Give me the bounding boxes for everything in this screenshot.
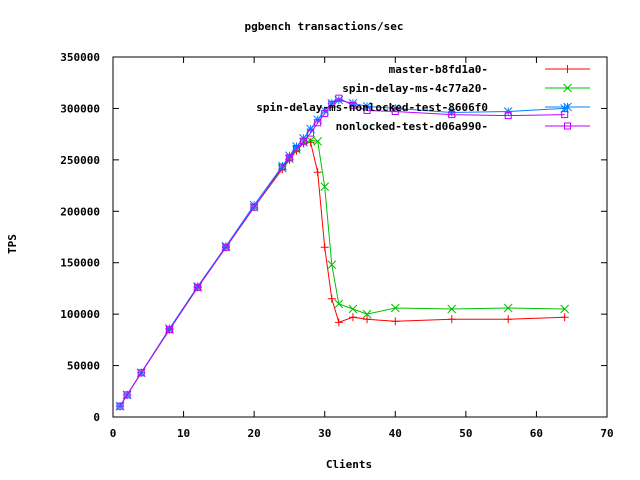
x-axis-label: Clients <box>326 458 372 471</box>
data-point-cross <box>362 309 372 319</box>
data-point-star <box>327 98 337 108</box>
axes: 0 10 20 30 40 50 60 70 0 50000 100000 150000 200000 2… <box>60 51 613 440</box>
legend: master-b8fd1a0- spin-delay-ms-4c77a20- spi… <box>256 63 590 133</box>
data-point-square <box>292 145 300 153</box>
data-point-plus <box>391 317 400 326</box>
data-point-plus <box>320 243 329 252</box>
data-point-plus <box>504 315 513 324</box>
data-point-cross <box>348 304 358 314</box>
data-point-star <box>306 124 315 134</box>
data-point-square <box>250 203 258 211</box>
data-point-star <box>503 107 513 116</box>
data-point-star <box>285 151 294 161</box>
y-tick-label: 100000 <box>60 308 100 321</box>
data-point-cross <box>447 304 457 314</box>
data-point-cross <box>503 303 513 313</box>
y-axis-label: TPS <box>6 234 19 254</box>
series-line <box>119 99 565 407</box>
series-4 <box>116 94 569 410</box>
x-tick-label: 30 <box>318 427 331 440</box>
data-point-star <box>348 98 358 108</box>
x-tick-label: 0 <box>110 427 117 440</box>
data-point-square <box>123 391 131 399</box>
data-point-square <box>328 100 336 108</box>
y-tick-label: 200000 <box>60 205 100 218</box>
data-point-plus <box>563 65 572 73</box>
data-point-plus <box>313 168 322 177</box>
data-point-plus <box>327 294 336 303</box>
data-point-square <box>335 94 343 102</box>
data-point-cross <box>313 136 323 146</box>
data-point-square <box>363 106 371 114</box>
data-point-star <box>447 108 457 117</box>
legend-label: nonlocked-test-d06a990- <box>336 120 488 133</box>
data-point-square <box>307 129 315 137</box>
data-point-star <box>249 200 259 210</box>
data-point-cross <box>390 303 400 313</box>
data-point-star <box>292 142 301 151</box>
data-point-star <box>278 161 287 171</box>
data-point-plus <box>560 313 569 322</box>
y-tick-label: 300000 <box>60 102 100 115</box>
data-point-plus <box>363 315 372 324</box>
data-point-square <box>278 163 286 171</box>
data-point-star <box>560 104 570 113</box>
data-point-star <box>193 282 203 291</box>
data-point-cross <box>563 83 572 93</box>
data-point-square <box>448 111 456 119</box>
series-line <box>119 97 565 407</box>
data-point-square <box>285 154 293 162</box>
data-point-square <box>137 369 145 377</box>
y-tick-label: 350000 <box>60 51 100 64</box>
data-point-cross <box>560 304 570 314</box>
y-tick-label: 150000 <box>60 257 100 270</box>
data-point-star <box>362 102 372 111</box>
data-point-star <box>563 102 572 112</box>
data-point-plus <box>334 318 343 327</box>
data-point-square <box>561 111 569 119</box>
x-tick-label: 20 <box>248 427 261 440</box>
data-point-square <box>321 110 329 118</box>
data-point-star <box>115 401 125 411</box>
data-point-square <box>194 283 202 291</box>
y-tick-label: 250000 <box>60 154 100 167</box>
data-point-square <box>116 402 124 410</box>
series-3 <box>115 95 570 411</box>
series-layer <box>115 94 570 411</box>
data-point-square <box>314 119 322 127</box>
data-point-square <box>349 101 357 109</box>
x-tick-label: 70 <box>600 427 613 440</box>
data-point-star <box>165 324 174 333</box>
data-point-square <box>391 108 399 116</box>
data-point-plus <box>348 313 357 322</box>
x-tick-label: 50 <box>459 427 472 440</box>
data-point-cross <box>327 260 337 270</box>
data-point-cross <box>334 299 344 309</box>
chart-title: pgbench transactions/sec <box>245 20 404 33</box>
data-point-square <box>222 243 230 251</box>
data-point-star <box>334 95 344 105</box>
y-tick-label: 0 <box>93 411 100 424</box>
data-point-star <box>221 241 231 251</box>
legend-label: master-b8fd1a0- <box>389 63 488 76</box>
data-point-cross <box>320 182 330 191</box>
legend-label: spin-delay-ms-nonlocked-test-8606f0 <box>256 101 488 114</box>
data-point-square <box>504 112 512 120</box>
data-point-square <box>300 137 308 145</box>
x-tick-label: 10 <box>177 427 190 440</box>
y-tick-label: 50000 <box>67 360 100 373</box>
plot-frame <box>112 56 608 418</box>
x-tick-label: 60 <box>530 427 543 440</box>
data-point-plus <box>447 315 456 324</box>
legend-label: spin-delay-ms-4c77a20- <box>342 82 488 95</box>
data-point-square <box>564 122 571 130</box>
data-point-cross <box>306 135 315 145</box>
data-point-square <box>165 326 173 334</box>
x-tick-label: 40 <box>389 427 402 440</box>
